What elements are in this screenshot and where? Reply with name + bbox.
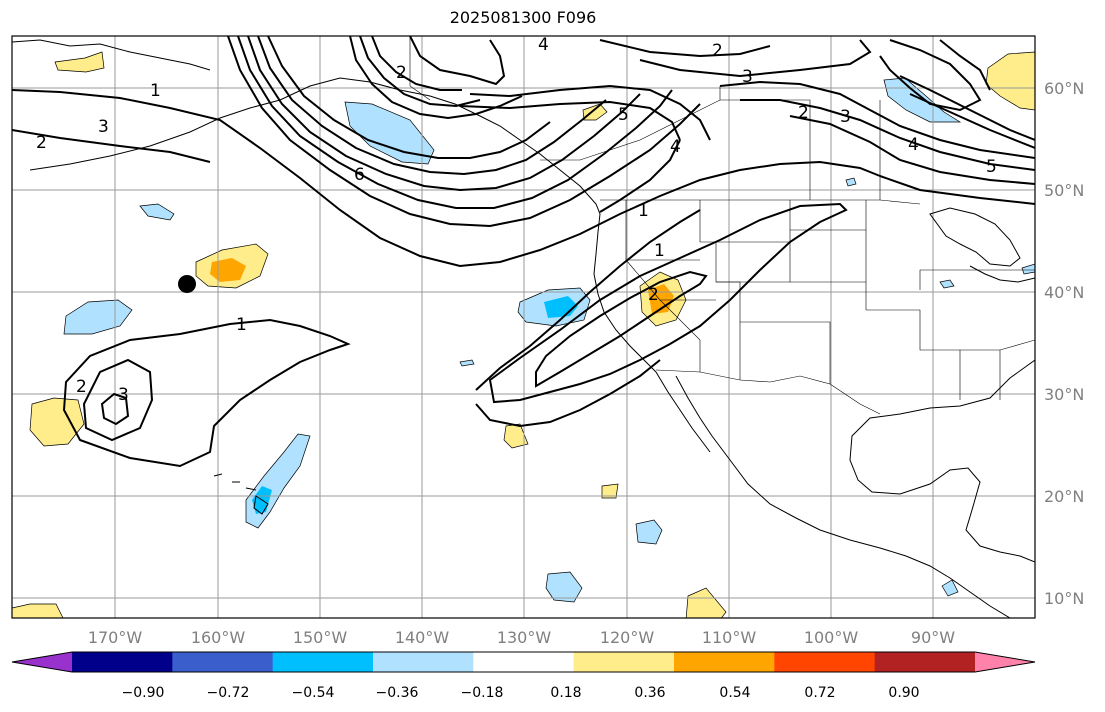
colorbar-segment — [473, 652, 575, 672]
colorbar-segment — [373, 652, 474, 672]
contours — [12, 36, 1035, 468]
graticule — [12, 36, 1035, 618]
map-title: 2025081300 F096 — [449, 8, 597, 27]
contour-label: 2 — [396, 63, 407, 83]
contour-label: 2 — [648, 285, 659, 305]
colorbar-outline — [11, 651, 1036, 673]
contour-label: 4 — [908, 135, 919, 155]
shade-lightblue — [635, 519, 663, 545]
colorbar-tick-label: 0.72 — [804, 685, 835, 701]
shade-yellow — [503, 423, 529, 449]
shade-lightblue — [139, 203, 175, 221]
contour-label: 2 — [76, 377, 87, 397]
contour-label: 5 — [986, 157, 997, 177]
lon-label: 130°W — [497, 628, 552, 647]
lon-label: 140°W — [395, 628, 450, 647]
colorbar — [11, 651, 1036, 673]
shade-lightblue — [545, 571, 583, 603]
shade-yellow — [12, 603, 64, 618]
colorbar-tick-label: −0.54 — [292, 685, 335, 701]
shade-yellow — [601, 483, 619, 499]
contour-label: 2 — [36, 133, 47, 153]
colorbar-segment — [72, 652, 173, 672]
shade-orange — [210, 258, 246, 282]
contour-label: 2 — [798, 103, 809, 123]
lat-label: 30°N — [1044, 385, 1084, 404]
lat-label: 50°N — [1044, 181, 1084, 200]
contour-label: 3 — [742, 67, 753, 87]
contour-label: 1 — [638, 201, 649, 221]
contour-label: 3 — [840, 107, 851, 127]
colorbar-tick-label: 0.36 — [634, 685, 665, 701]
longitude-labels: 170°W 160°W 150°W 140°W 130°W 120°W 110°… — [88, 628, 955, 647]
lon-label: 120°W — [600, 628, 655, 647]
colorbar-segment — [674, 652, 775, 672]
colorbar-tick-label: −0.72 — [207, 685, 250, 701]
lon-label: 110°W — [702, 628, 757, 647]
lon-label: 150°W — [293, 628, 348, 647]
shade-yellow — [685, 587, 727, 618]
latitude-labels: 60°N 50°N 40°N 30°N 20°N 10°N — [1044, 79, 1084, 608]
shade-lightblue — [459, 359, 475, 367]
colorbar-tick-label: −0.90 — [122, 685, 165, 701]
shade-lightblue — [1021, 263, 1035, 275]
lon-label: 170°W — [88, 628, 143, 647]
contour-label: 1 — [236, 315, 247, 335]
contour-label: 4 — [538, 35, 549, 55]
colorbar-segment — [573, 652, 675, 672]
colorbar-extend-min — [12, 652, 72, 672]
shade-lightblue — [939, 279, 955, 289]
colorbar-segment — [272, 652, 374, 672]
lat-label: 20°N — [1044, 487, 1084, 506]
colorbar-extend-max — [975, 652, 1035, 672]
contour-label: 3 — [118, 385, 129, 405]
location-marker — [178, 275, 196, 293]
colorbar-tick-label: 0.18 — [550, 685, 581, 701]
colorbar-segment — [172, 652, 274, 672]
contour-label: 6 — [354, 165, 365, 185]
colorbar-tick-label: −0.36 — [376, 685, 419, 701]
contour-label: 1 — [654, 241, 665, 261]
colorbar-tick-label: 0.54 — [719, 685, 750, 701]
contour-labels: 1 2 3 4 5 6 2 3 4 2 3 2 1 2 1 1 2 3 4 5 — [36, 35, 997, 405]
lon-label: 160°W — [191, 628, 246, 647]
contour-label: 1 — [150, 81, 161, 101]
map-frame — [11, 35, 1036, 619]
lat-label: 60°N — [1044, 79, 1084, 98]
lon-label: 100°W — [804, 628, 859, 647]
contour-label: 4 — [670, 137, 681, 157]
lat-label: 10°N — [1044, 589, 1084, 608]
colorbar-tick-label: 0.90 — [888, 685, 919, 701]
contour-label: 2 — [712, 41, 723, 61]
contour-label: 3 — [98, 117, 109, 137]
shade-lightblue — [845, 177, 857, 187]
coastlines — [12, 39, 1035, 618]
contour-label: 5 — [618, 105, 629, 125]
colorbar-segment — [874, 652, 976, 672]
colorbar-segment — [774, 652, 876, 672]
shade-yellow — [54, 51, 105, 73]
colorbar-tick-labels: −0.90 −0.72 −0.54 −0.36 −0.18 0.18 0.36 … — [122, 685, 920, 701]
lat-label: 40°N — [1044, 283, 1084, 302]
lon-label: 90°W — [911, 628, 955, 647]
colorbar-tick-label: −0.18 — [461, 685, 504, 701]
shade-lightblue — [941, 579, 959, 597]
